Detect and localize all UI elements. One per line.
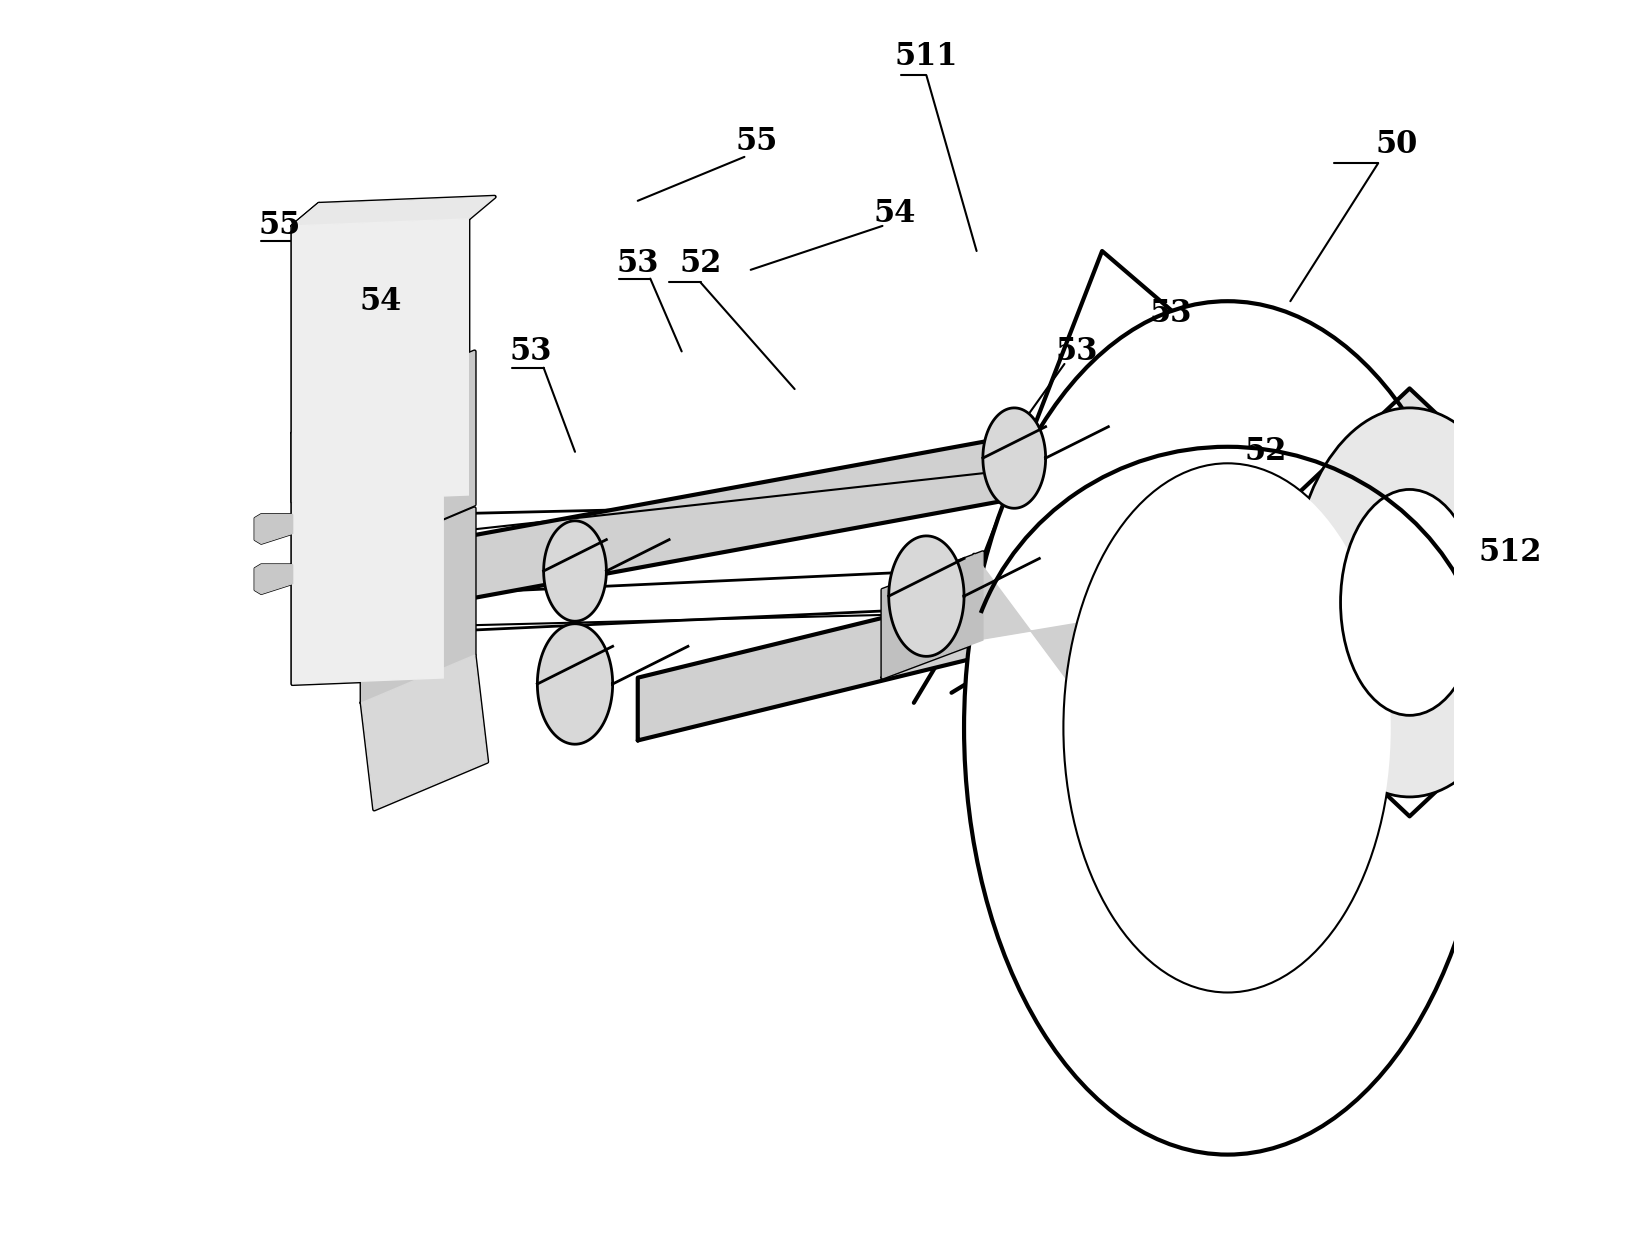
Ellipse shape	[1064, 464, 1391, 991]
Text: 53: 53	[616, 248, 659, 279]
Text: 55: 55	[259, 211, 301, 241]
Ellipse shape	[1340, 489, 1479, 715]
Polygon shape	[449, 402, 1203, 602]
Polygon shape	[292, 218, 468, 502]
Text: 53: 53	[510, 336, 552, 366]
Polygon shape	[882, 552, 983, 678]
Text: 512: 512	[1479, 537, 1541, 567]
Polygon shape	[638, 540, 1203, 740]
Polygon shape	[254, 565, 292, 594]
Polygon shape	[292, 197, 494, 226]
Ellipse shape	[965, 301, 1492, 1155]
Ellipse shape	[1064, 464, 1391, 991]
Text: 52: 52	[1244, 437, 1287, 467]
Text: 52: 52	[679, 248, 722, 279]
Text: 55: 55	[735, 127, 778, 157]
Polygon shape	[983, 408, 1046, 508]
Polygon shape	[537, 624, 613, 744]
Polygon shape	[889, 536, 965, 656]
Text: 54: 54	[874, 198, 917, 228]
Polygon shape	[292, 407, 466, 433]
Polygon shape	[362, 351, 474, 552]
Polygon shape	[292, 427, 443, 684]
Text: 53: 53	[1056, 336, 1099, 366]
Text: 511: 511	[895, 41, 958, 72]
Text: 54: 54	[358, 286, 401, 316]
Polygon shape	[362, 655, 487, 809]
Polygon shape	[292, 413, 316, 684]
Text: 53: 53	[1150, 299, 1193, 329]
Ellipse shape	[1290, 408, 1528, 797]
Polygon shape	[254, 515, 292, 543]
Polygon shape	[292, 203, 319, 502]
Polygon shape	[1297, 389, 1523, 817]
Text: 50: 50	[1376, 129, 1417, 159]
Polygon shape	[975, 555, 1241, 828]
Polygon shape	[362, 508, 474, 703]
Polygon shape	[544, 521, 606, 621]
Ellipse shape	[965, 301, 1492, 1155]
